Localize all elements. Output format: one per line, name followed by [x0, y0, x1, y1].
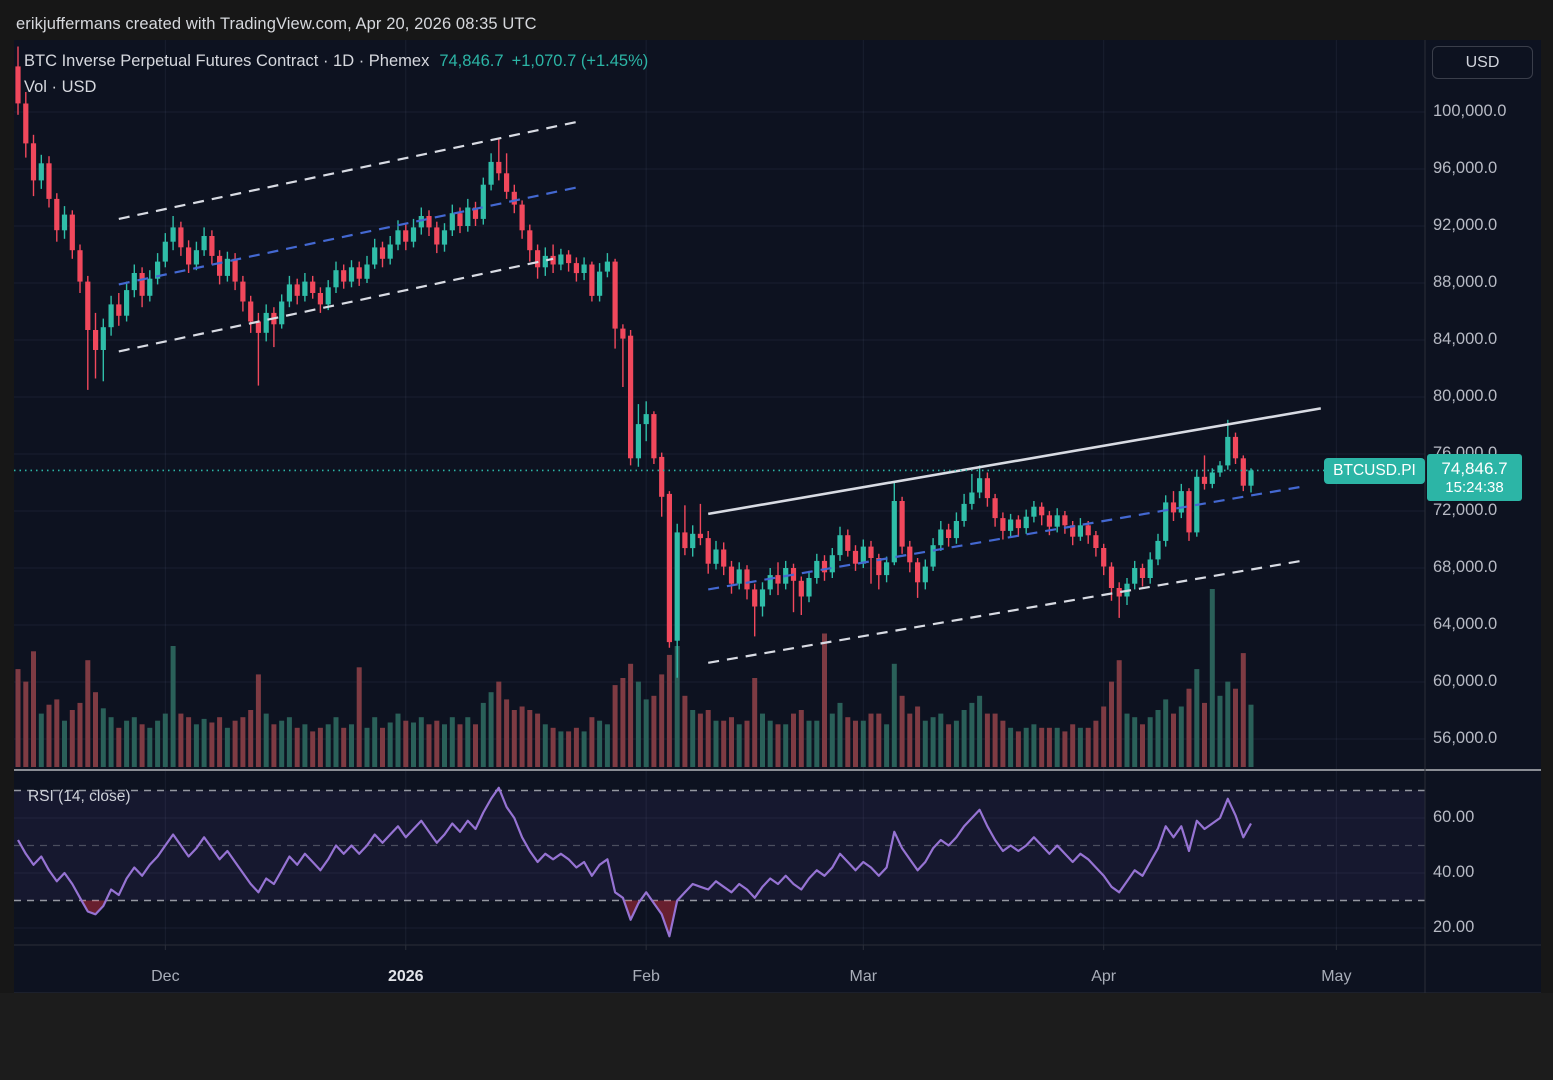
footer-bar: TradingView [0, 993, 1553, 1080]
trendline-nov-jan-channel-upper [118, 120, 577, 220]
trendline-nov-jan-channel-lower [118, 257, 554, 353]
price-tick-label: 80,000.0 [1433, 387, 1498, 405]
price-tick-label: 68,000.0 [1433, 558, 1498, 576]
currency-toggle-button[interactable]: USD [1432, 46, 1533, 79]
rsi-tick-label: 20.00 [1433, 918, 1475, 936]
trendline-feb-apr-channel-mid [708, 485, 1306, 591]
trendline-feb-apr-resistance [707, 407, 1322, 516]
time-tick-label: Dec [151, 968, 180, 985]
price-tick-label: 100,000.0 [1433, 102, 1507, 120]
chart-legend[interactable]: BTC Inverse Perpetual Futures Contract ·… [24, 52, 648, 71]
legend-last-price: 74,846.7 [439, 52, 504, 70]
price-tick-label: 56,000.0 [1433, 729, 1498, 747]
rsi-tick-label: 40.00 [1433, 863, 1475, 881]
rsi-indicator-label[interactable]: RSI (14, close) [28, 788, 131, 805]
attribution-text: erikjuffermans created with TradingView.… [16, 15, 537, 33]
price-tick-label: 96,000.0 [1433, 159, 1498, 177]
rsi-tick-label: 60.00 [1433, 808, 1475, 826]
price-tick-label: 88,000.0 [1433, 273, 1498, 291]
candles-layer [15, 46, 1254, 678]
volume-bars-layer [15, 589, 1254, 767]
time-tick-label: Mar [849, 968, 878, 985]
last-price-value: 74,846.7 [1441, 458, 1508, 478]
rsi-line [17, 786, 1252, 938]
trendline-feb-apr-channel-lower [708, 559, 1306, 664]
time-tick-label: 2026 [387, 968, 424, 985]
time-tick-label: Feb [632, 968, 660, 985]
symbol-title[interactable]: BTC Inverse Perpetual Futures Contract ·… [24, 52, 430, 70]
last-price-axis-label: 74,846.7 15:24:38 [1427, 454, 1522, 501]
price-tick-label: 72,000.0 [1433, 501, 1498, 519]
price-tick-label: 92,000.0 [1433, 216, 1498, 234]
bar-countdown: 15:24:38 [1445, 478, 1504, 496]
price-tick-label: 84,000.0 [1433, 330, 1498, 348]
price-tick-label: 60,000.0 [1433, 672, 1498, 690]
trendline-nov-jan-channel-mid [118, 186, 577, 286]
volume-indicator-legend[interactable]: Vol · USD [24, 78, 97, 96]
price-tick-label: 64,000.0 [1433, 615, 1498, 633]
time-tick-label: May [1321, 968, 1352, 985]
symbol-price-tag[interactable]: BTCUSD.PI [1324, 458, 1425, 484]
legend-change: +1,070.7 (+1.45%) [511, 52, 649, 70]
time-tick-label: Apr [1091, 968, 1117, 985]
